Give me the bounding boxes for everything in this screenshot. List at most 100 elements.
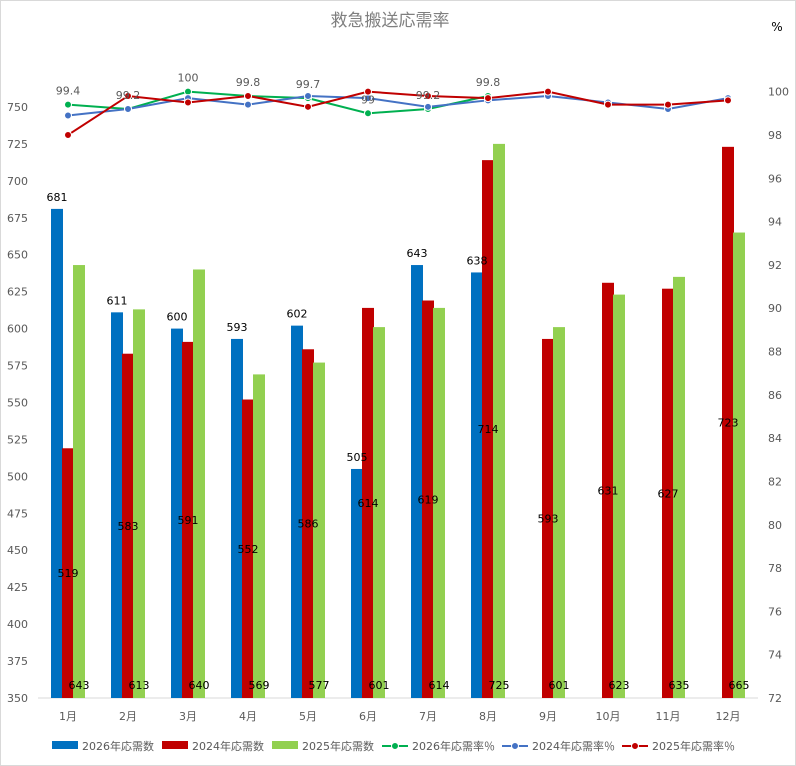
bar-0 [171,328,183,698]
bar-data-label: 577 [309,679,330,692]
bar-data-label: 725 [489,679,510,692]
y2-tick-label: 82 [768,475,782,488]
bar-data-label: 613 [129,679,150,692]
y2-tick-label: 88 [768,346,782,359]
bar-data-label: 552 [238,543,259,556]
y-tick-label: 725 [7,138,28,151]
y2-tick-label: 98 [768,129,782,142]
legend-swatch [52,741,78,749]
y2-tick-label: 74 [768,649,782,662]
bar-data-label: 643 [69,679,90,692]
bar-data-label: 586 [298,518,319,531]
bar-data-label: 623 [609,679,630,692]
legend-marker [511,742,519,750]
line-marker-2 [244,91,252,100]
bar-data-label: 591 [178,514,199,527]
x-tick-label: 10月 [596,710,621,723]
y2-tick-label: 80 [768,519,782,532]
line-1 [67,94,729,117]
legend-label: 2025年応需率％ [652,739,735,753]
x-tick-label: 5月 [299,710,317,723]
line-marker-1 [424,102,432,111]
line-data-label: 99.4 [56,85,81,98]
bar-data-label: 643 [407,247,428,260]
y-tick-label: 625 [7,286,28,299]
y2-tick-label: 90 [768,302,782,315]
bar-0 [291,325,303,698]
bar-0 [411,265,423,698]
line-marker-0 [364,109,372,118]
y2-tick-label: 78 [768,562,782,575]
y-tick-label: 400 [7,618,28,631]
y-tick-label: 525 [7,433,28,446]
bar-data-label: 583 [118,520,139,533]
bar-1 [362,307,374,698]
chart-title: 救急搬送応需率 [331,11,450,31]
bar-data-label: 714 [478,423,499,436]
bar-0 [351,468,363,698]
y-tick-label: 600 [7,323,28,336]
bar-1 [542,338,554,698]
bar-data-label: 723 [718,416,739,429]
bar-data-label: 635 [669,679,690,692]
bar-data-label: 631 [598,484,619,497]
legend-label: 2026年応需数 [82,739,154,753]
y-tick-label: 575 [7,360,28,373]
legend-marker [631,742,639,750]
line-marker-1 [304,91,312,100]
bar-data-label: 602 [287,308,308,321]
y2-tick-label: 94 [768,216,782,229]
line-marker-1 [244,100,252,109]
bar-1 [722,146,734,698]
bar-data-label: 505 [347,451,368,464]
x-tick-label: 9月 [539,710,557,723]
bar-data-label: 593 [538,512,559,525]
line-2 [67,90,729,136]
bar-1 [482,160,494,698]
legend-swatch [272,741,298,749]
legend-label: 2026年応需率％ [412,739,495,753]
bar-2 [433,307,445,698]
bar-data-label: 614 [429,679,450,692]
bar-2 [193,269,205,698]
y-tick-label: 350 [7,692,28,705]
x-tick-label: 7月 [419,710,437,723]
line-data-label: 100 [178,72,199,85]
y2-unit-label: % [771,20,782,34]
bar-0 [51,208,63,699]
bar-data-label: 600 [167,311,188,324]
line-data-label: 99.2 [116,89,141,102]
line-marker-2 [364,87,372,96]
bar-2 [373,327,385,698]
bar-2 [493,143,505,699]
bar-1 [182,341,194,698]
bar-2 [313,362,325,698]
line-marker-2 [604,100,612,109]
legend-label: 2024年応需数 [192,739,264,753]
bar-data-label: 519 [58,567,79,580]
x-tick-label: 8月 [479,710,497,723]
y2-tick-label: 92 [768,259,782,272]
bar-data-label: 681 [47,191,68,204]
line-marker-2 [124,91,132,100]
line-marker-2 [64,130,72,139]
y2-tick-label: 86 [768,389,782,402]
bar-2 [253,374,265,698]
bar-data-label: 593 [227,321,248,334]
bar-data-label: 638 [467,254,488,267]
y2-tick-label: 100 [768,86,789,99]
line-marker-0 [64,100,72,109]
line-marker-2 [484,94,492,103]
y-tick-label: 700 [7,175,28,188]
bar-data-label: 601 [369,679,390,692]
line-series-group: 99.4 99.2 100 99.8 99.7 99 99.2 99.8 [56,72,732,139]
bar-2 [673,276,685,698]
line-data-label: 99.8 [476,76,501,89]
bar-data-label: 611 [107,294,128,307]
y2-tick-label: 84 [768,432,782,445]
bar-1 [302,349,314,698]
bar-data-label: 601 [549,679,570,692]
x-tick-label: 6月 [359,710,377,723]
line-data-label: 99.2 [416,89,441,102]
bar-data-label: 569 [249,679,270,692]
